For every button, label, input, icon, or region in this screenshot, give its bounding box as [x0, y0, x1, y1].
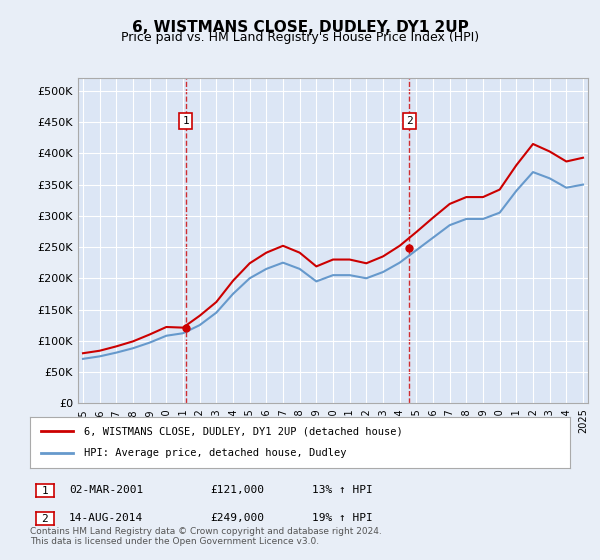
Text: 19% ↑ HPI: 19% ↑ HPI [312, 513, 373, 523]
Text: 1: 1 [41, 486, 49, 496]
Text: 6, WISTMANS CLOSE, DUDLEY, DY1 2UP (detached house): 6, WISTMANS CLOSE, DUDLEY, DY1 2UP (deta… [84, 426, 403, 436]
Text: 02-MAR-2001: 02-MAR-2001 [69, 485, 143, 495]
Text: 2: 2 [41, 514, 49, 524]
Text: HPI: Average price, detached house, Dudley: HPI: Average price, detached house, Dudl… [84, 449, 347, 459]
Text: Contains HM Land Registry data © Crown copyright and database right 2024.
This d: Contains HM Land Registry data © Crown c… [30, 526, 382, 546]
Text: 2: 2 [406, 116, 413, 126]
Text: £121,000: £121,000 [210, 485, 264, 495]
Text: Price paid vs. HM Land Registry's House Price Index (HPI): Price paid vs. HM Land Registry's House … [121, 31, 479, 44]
Text: £249,000: £249,000 [210, 513, 264, 523]
Text: 6, WISTMANS CLOSE, DUDLEY, DY1 2UP: 6, WISTMANS CLOSE, DUDLEY, DY1 2UP [131, 20, 469, 35]
Text: 1: 1 [182, 116, 189, 126]
Text: 14-AUG-2014: 14-AUG-2014 [69, 513, 143, 523]
Text: 13% ↑ HPI: 13% ↑ HPI [312, 485, 373, 495]
